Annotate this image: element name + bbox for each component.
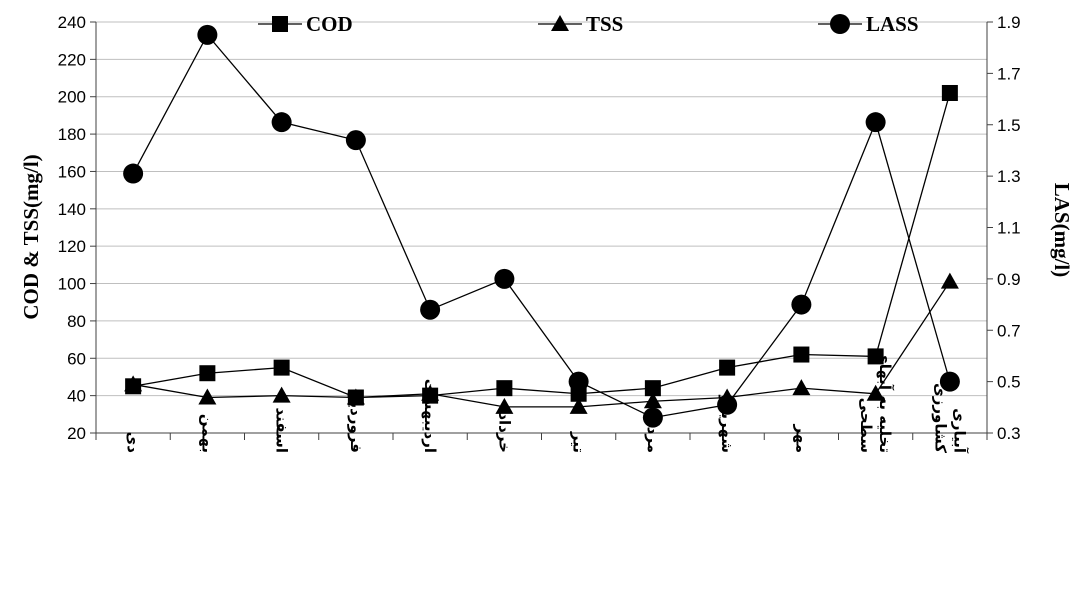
y2-tick-label: 1.3 (997, 167, 1021, 186)
legend-item-lass: LASS (818, 12, 919, 36)
series-line-cod (133, 92, 951, 399)
y-tick-label: 160 (58, 162, 86, 181)
y2-tick-label: 0.3 (997, 424, 1021, 443)
axes (90, 21, 993, 440)
tick-labels: 20 40 60 80 100 120 140 160 180 200 220 240 0.3 0.5 0.… (58, 13, 1021, 443)
x-tick-label: دی (124, 432, 142, 454)
y-tick-label: 100 (58, 275, 86, 294)
x-tick-label: شهریور (718, 394, 736, 453)
point-tss (346, 388, 365, 405)
grid-lines (96, 21, 987, 434)
point-lass (494, 268, 515, 289)
y-axis-title: COD & TSS(mg/l) (19, 154, 43, 319)
point-lass (271, 112, 292, 133)
y2-axis-title: LAS(mg/l) (1050, 183, 1074, 278)
point-lass (865, 112, 886, 133)
point-lass (420, 299, 441, 320)
y-tick-label: 180 (58, 125, 86, 144)
y2-tick-label: 1.9 (997, 13, 1021, 32)
point-tss (272, 386, 291, 403)
point-tss (569, 397, 588, 414)
x-tick-label: بهمن (198, 414, 216, 453)
point-cod (941, 84, 958, 101)
legend-item-cod: COD (258, 12, 353, 36)
y-tick-label: 40 (67, 387, 86, 406)
point-tss (198, 388, 217, 405)
point-tss (421, 384, 440, 401)
legend-marker-lass (830, 14, 850, 34)
point-lass (197, 24, 218, 45)
legend-marker-tss (551, 15, 569, 31)
point-cod (199, 365, 216, 382)
point-lass (717, 394, 738, 415)
y-tick-label: 60 (67, 349, 86, 368)
x-tick-label: مهر (792, 423, 810, 453)
y2-tick-label: 0.7 (997, 321, 1021, 340)
legend-item-tss: TSS (538, 12, 623, 36)
legend-label: COD (306, 12, 353, 36)
point-lass (568, 371, 589, 392)
series-lines (132, 33, 951, 419)
point-lass (791, 294, 812, 315)
point-lass (123, 163, 144, 184)
point-cod (719, 359, 736, 376)
legend-label: LASS (866, 12, 919, 36)
x-tick-label: خرداد (495, 412, 513, 453)
point-tss (643, 392, 662, 409)
point-tss (124, 375, 143, 392)
point-cod (867, 348, 884, 365)
legend-marker-cod (272, 16, 288, 32)
legend-label: TSS (586, 12, 623, 36)
x-tick-label: اسفند (273, 408, 291, 453)
point-lass (939, 371, 960, 392)
y2-tick-label: 1.1 (997, 219, 1021, 238)
point-cod (273, 359, 290, 376)
y-tick-label: 20 (67, 424, 86, 443)
x-tick-label: مرداد (644, 414, 662, 453)
x-tick-label: آبیاریکشاورزی (931, 383, 968, 454)
point-lass (345, 130, 366, 151)
y2-tick-label: 0.5 (997, 373, 1021, 392)
y2-tick-label: 0.9 (997, 270, 1021, 289)
y-tick-label: 200 (58, 88, 86, 107)
point-cod (793, 346, 810, 363)
y-tick-label: 140 (58, 200, 86, 219)
series-line-tss (133, 281, 951, 408)
x-tick-label: اردیبهشت (421, 379, 439, 453)
y-tick-label: 120 (58, 237, 86, 256)
x-tick-label: تیر (570, 431, 588, 453)
y2-tick-label: 1.5 (997, 116, 1021, 135)
y-tick-label: 80 (67, 312, 86, 331)
point-tss (792, 379, 811, 396)
x-tick-label: فروردین (347, 389, 365, 453)
point-tss (866, 384, 885, 401)
series-markers (123, 24, 960, 428)
point-tss (495, 397, 514, 414)
x-tick-label: تخلیه به آبهایسطحی (857, 350, 894, 453)
point-lass (642, 407, 663, 428)
point-tss (940, 272, 959, 289)
point-cod (644, 380, 661, 397)
legend: COD TSS LASS (258, 12, 919, 36)
y-tick-label: 240 (58, 13, 86, 32)
category-labels: دی بهمن اسفند فروردین اردیبهشت خرداد تیر مرداد ش… (124, 350, 968, 454)
point-cod (496, 380, 513, 397)
y-tick-label: 220 (58, 50, 86, 69)
y2-tick-label: 1.7 (997, 64, 1021, 83)
series-line-lass (132, 33, 951, 419)
